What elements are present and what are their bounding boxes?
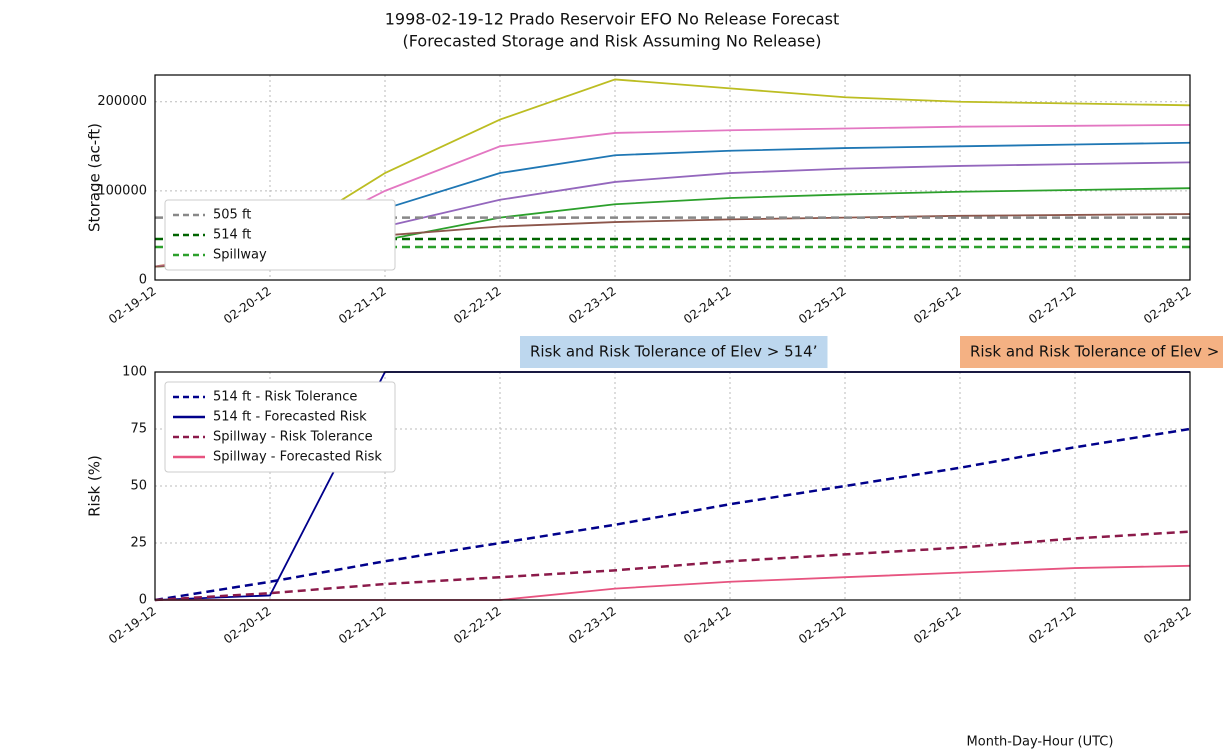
legend-label: 514 ft - Forecasted Risk [213,410,367,425]
y-tick-label: 0 [139,273,147,288]
chart-title: 1998-02-19-12 Prado Reservoir EFO No Rel… [385,10,840,29]
legend-box [164,381,396,473]
x-tick-label: 02-28-12 [1141,604,1194,647]
x-tick-label: 02-25-12 [796,604,849,647]
legend-box [164,199,396,271]
y-tick-label: 50 [130,479,147,494]
legend-label: 514 ft - Risk Tolerance [213,390,357,405]
y-axis-label: Risk (%) [86,455,104,517]
legend-label: 505 ft [213,208,251,223]
series-line [154,530,1191,602]
x-tick-label: 02-27-12 [1026,284,1079,327]
x-tick-label: 02-24-12 [681,604,734,647]
x-tick-label: 02-27-12 [1026,604,1079,647]
annotation-box [520,336,828,368]
x-tick-label: 02-22-12 [451,284,504,327]
y-axis-label: Storage (ac-ft) [86,123,104,232]
plot-frame [154,371,1191,601]
x-tick-label: 02-23-12 [566,604,619,647]
y-tick-label: 200000 [97,94,147,109]
x-tick-label: 02-20-12 [221,604,274,647]
plot-frame [154,74,1191,281]
annotation-text: Risk and Risk Tolerance of Elev > 514’ [530,343,817,361]
legend-label: Spillway - Risk Tolerance [213,430,373,445]
x-tick-label: 02-28-12 [1141,284,1194,327]
x-tick-label: 02-21-12 [336,284,389,327]
x-tick-label: 02-20-12 [221,284,274,327]
annotation-text: Risk and Risk Tolerance of Elev > Spillw… [970,343,1225,361]
series-line [154,427,1191,602]
legend-label: Spillway - Forecasted Risk [213,450,382,465]
legend-label: Spillway [213,248,267,263]
x-tick-label: 02-25-12 [796,284,849,327]
y-tick-label: 100000 [97,183,147,198]
x-tick-label: 02-24-12 [681,284,734,327]
chart-subtitle: (Forecasted Storage and Risk Assuming No… [403,32,822,51]
y-tick-label: 100 [122,365,147,380]
x-tick-label: 02-26-12 [911,604,964,647]
legend-label: 514 ft [213,228,251,243]
y-tick-label: 25 [130,536,147,551]
x-tick-label: 02-21-12 [336,604,389,647]
x-tick-label: 02-26-12 [911,284,964,327]
annotation-box [960,336,1223,368]
x-tick-label: 02-19-12 [106,604,159,647]
y-tick-label: 75 [130,422,147,437]
x-axis-label: Month-Day-Hour (UTC) [967,735,1114,750]
y-tick-label: 0 [139,593,147,608]
series-line [155,564,1191,601]
x-tick-label: 02-22-12 [451,604,504,647]
x-tick-label: 02-23-12 [566,284,619,327]
x-tick-label: 02-19-12 [106,284,159,327]
